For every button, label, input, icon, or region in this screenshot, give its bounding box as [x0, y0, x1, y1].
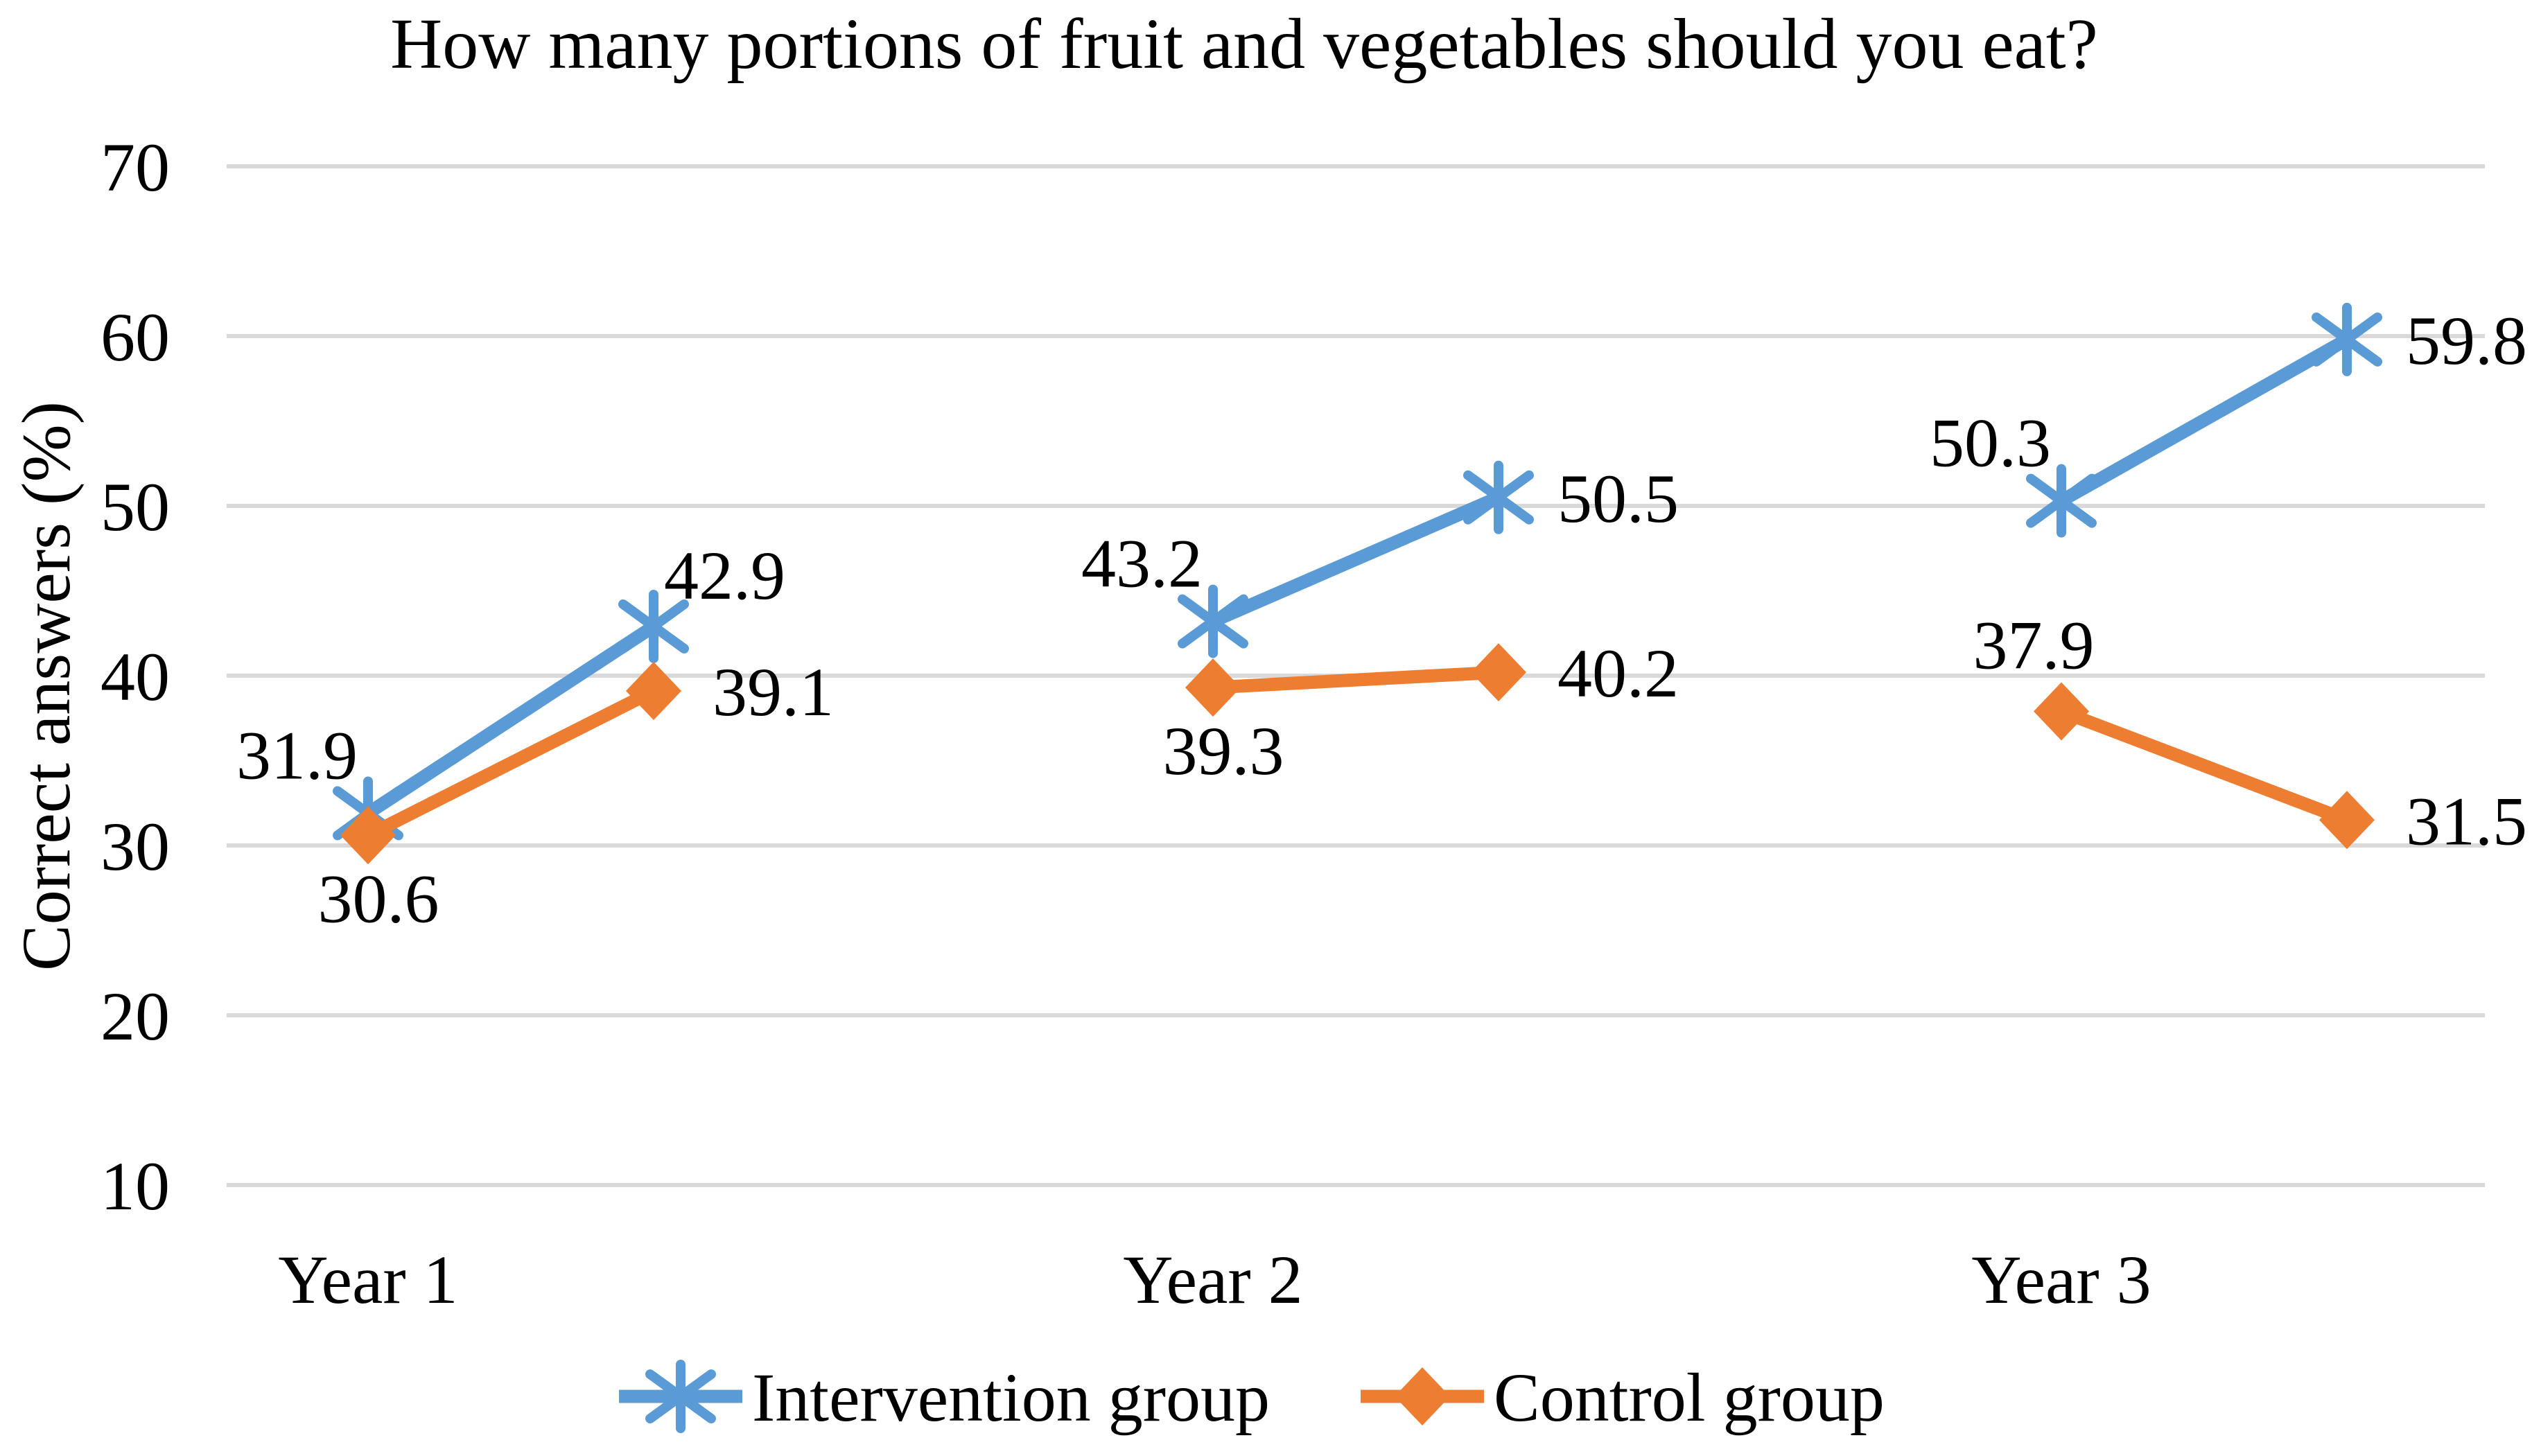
series-line: [1206, 491, 1505, 629]
star-marker: [2312, 302, 2382, 376]
series-group: [333, 302, 2382, 865]
y-tick-label: 10: [101, 1148, 170, 1225]
star-marker: [618, 589, 689, 663]
gridlines-group: [227, 164, 2485, 1187]
data-label: 50.3: [1930, 405, 2051, 482]
diamond-marker: [1471, 643, 1526, 702]
y-tick-label: 40: [101, 638, 170, 715]
x-category-labels-group: Year 1 Year 2 Year 3: [278, 1241, 2151, 1318]
star-marker: [1463, 460, 1534, 534]
x-category-label: Year 1: [278, 1241, 457, 1318]
data-label: 42.9: [664, 537, 785, 614]
y-tick-labels-group: 70 60 50 40 30 20 10: [101, 129, 170, 1225]
series-line: [2054, 704, 2354, 827]
diamond-marker: [2034, 682, 2089, 741]
star-spoke: [1463, 470, 1534, 525]
legend-item-control-group: Control group: [1361, 1359, 1885, 1436]
y-tick-label: 50: [101, 468, 170, 545]
y-tick-label: 60: [101, 299, 170, 376]
x-category-label: Year 3: [1971, 1241, 2151, 1318]
data-label: 37.9: [1973, 606, 2095, 683]
series-line: [2054, 333, 2354, 508]
series-line: [361, 684, 661, 842]
y-tick-label: 30: [101, 808, 170, 885]
star-spoke: [618, 599, 689, 654]
diamond-marker: [2319, 791, 2375, 850]
data-label: 50.5: [1557, 460, 1679, 537]
star-spoke: [645, 1369, 716, 1423]
chart-title: How many portions of fruit and vegetable…: [390, 4, 2098, 84]
legend-label: Control group: [1494, 1359, 1885, 1436]
x-category-label: Year 2: [1123, 1241, 1302, 1318]
star-spoke: [1178, 594, 1248, 649]
data-label: 31.9: [236, 717, 358, 793]
legend-label: Intervention group: [752, 1359, 1270, 1436]
series-control-group: [340, 643, 2375, 865]
data-label: 40.2: [1557, 635, 1679, 712]
data-label: 43.2: [1081, 525, 1203, 602]
star-marker: [1178, 584, 1248, 658]
star-marker: [645, 1360, 716, 1433]
diamond-marker: [1185, 658, 1241, 717]
data-label: 39.1: [713, 654, 834, 730]
series-line: [361, 620, 661, 820]
data-labels-group: 31.9 42.9 43.2 50.5 50.3 59.8 30.6 39.1 39.3 40.2…: [236, 302, 2527, 937]
y-tick-label: 70: [101, 129, 170, 206]
diamond-marker: [626, 662, 681, 721]
y-tick-label: 20: [101, 978, 170, 1055]
star-spoke: [2026, 473, 2097, 528]
legend-item-intervention-group: Intervention group: [619, 1359, 1270, 1436]
star-marker: [2026, 464, 2097, 538]
data-label: 59.8: [2406, 302, 2527, 379]
y-axis-title: Correct answers (%): [8, 401, 85, 971]
diamond-marker: [340, 806, 396, 865]
data-label: 39.3: [1163, 712, 1284, 789]
data-label: 30.6: [318, 860, 439, 937]
series-line: [1206, 665, 1505, 694]
data-label: 31.5: [2406, 782, 2527, 859]
star-spoke: [2312, 312, 2382, 367]
diamond-marker: [1395, 1367, 1450, 1426]
legend: Intervention group Control group: [619, 1359, 1885, 1436]
